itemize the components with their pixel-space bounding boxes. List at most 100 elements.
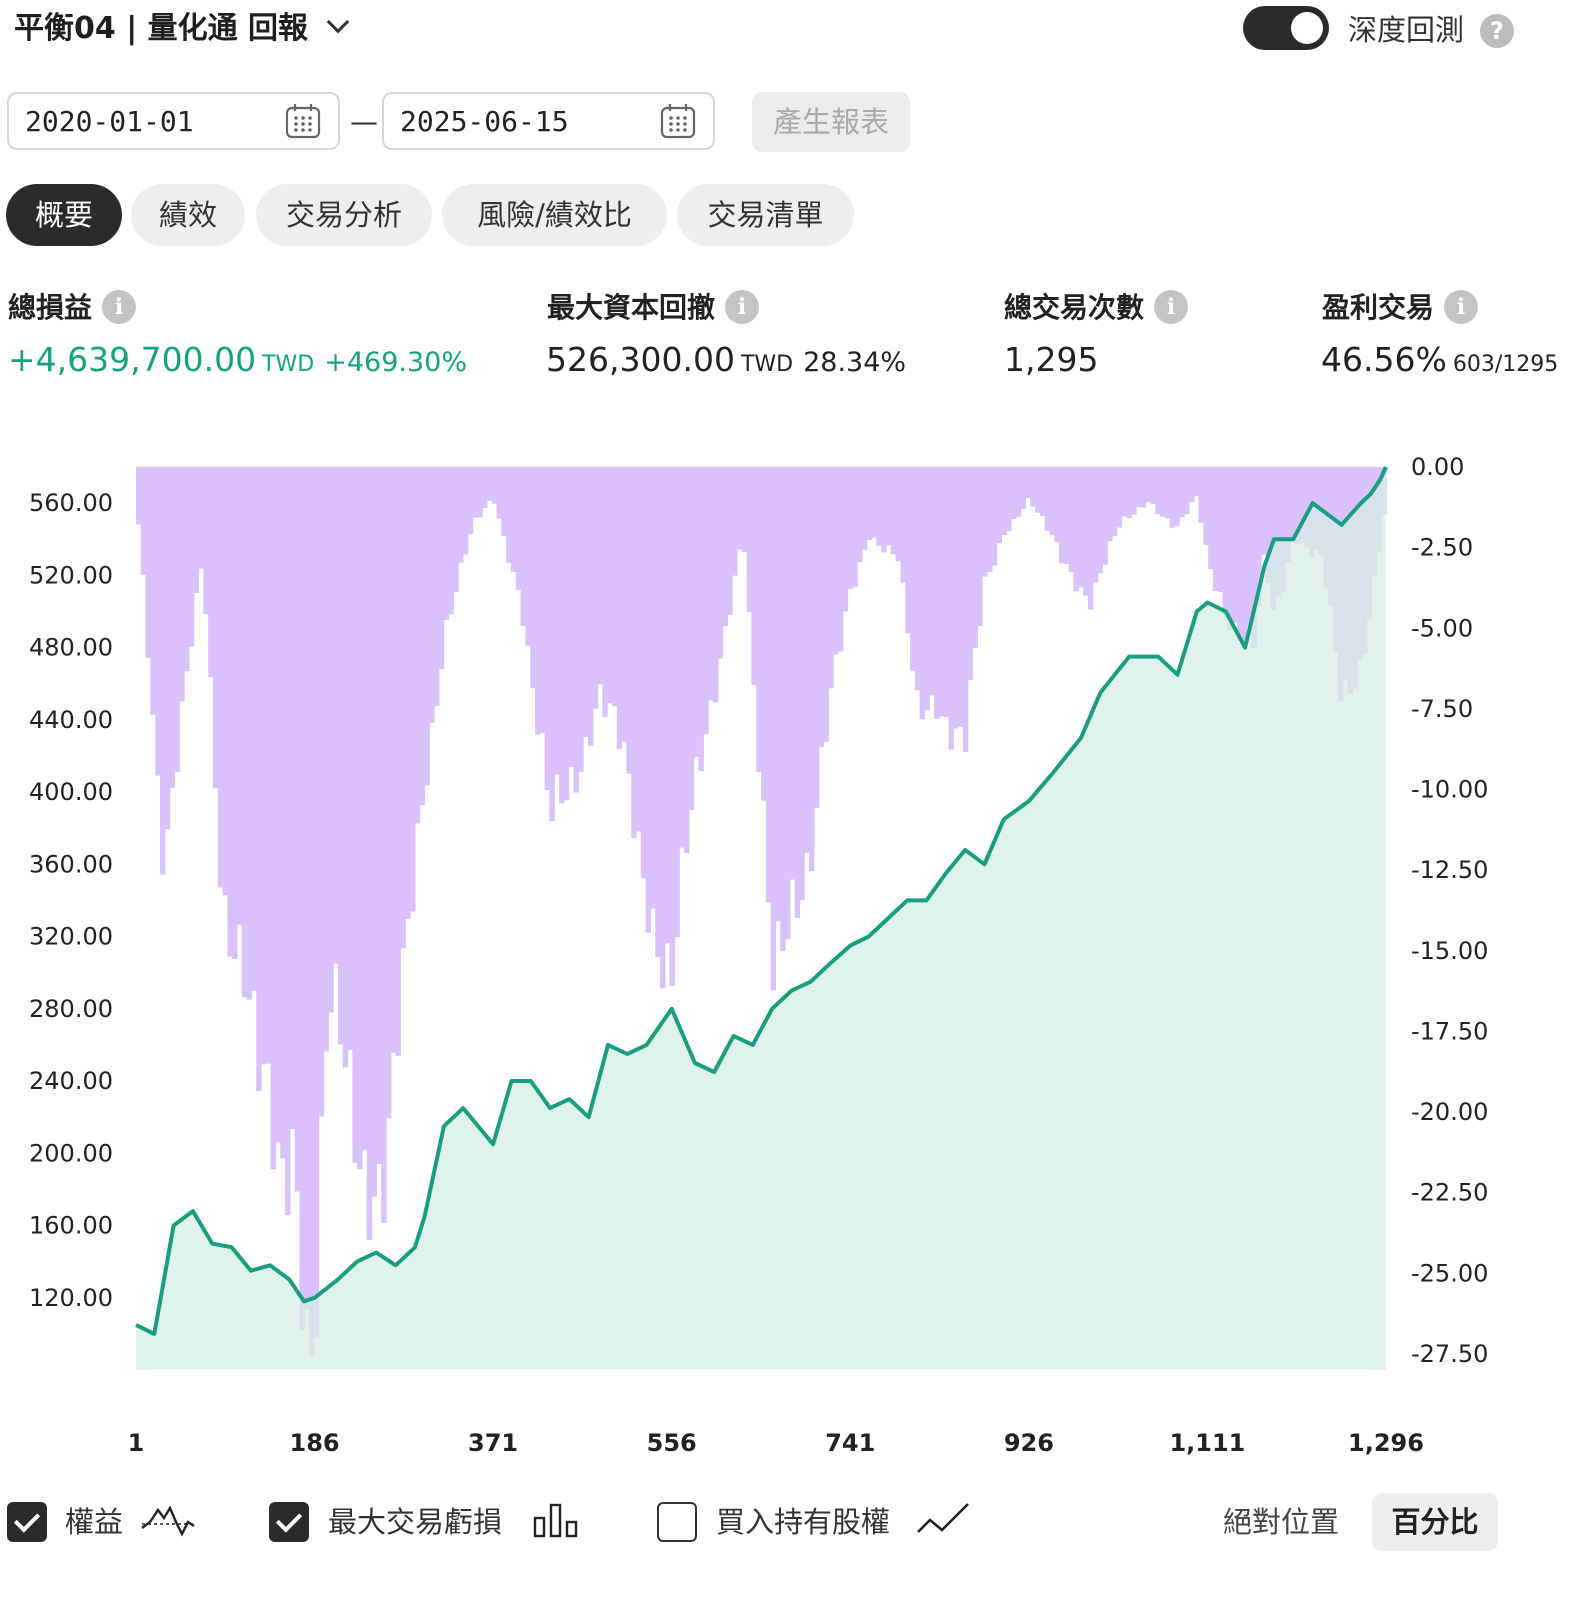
drawdown-bar — [804, 467, 810, 853]
drawdown-bar — [1261, 467, 1267, 555]
drawdown-bar — [626, 467, 632, 774]
y-right-tick-label: -25.00 — [1411, 1259, 1488, 1287]
info-icon[interactable]: i — [102, 290, 137, 324]
drawdown-bar — [1107, 467, 1113, 542]
y-left-tick-label: 360.00 — [29, 850, 113, 878]
drawdown-bar — [818, 467, 825, 748]
drawdown-bar — [977, 467, 983, 627]
drawdown-bar — [842, 467, 849, 612]
end-date-field[interactable]: 2025-06-15 — [382, 92, 715, 150]
drawdown-bar — [712, 467, 719, 703]
percent-button[interactable]: 百分比 — [1372, 1493, 1498, 1551]
equity-line — [135, 466, 1388, 1336]
drawdown-bar — [429, 467, 435, 723]
drawdown-bar — [770, 467, 777, 991]
drawdown-bar — [549, 467, 555, 822]
drawdown-bar — [1169, 467, 1176, 528]
drawdown-bar — [607, 467, 613, 704]
drawdown-bar — [876, 467, 882, 546]
tab-performance[interactable]: 績效 — [131, 184, 245, 246]
drawdown-bar — [511, 467, 517, 572]
drawdown-bar — [1280, 467, 1286, 592]
info-icon[interactable]: i — [725, 290, 760, 324]
drawdown-bars — [136, 467, 1387, 1356]
equity-points — [135, 466, 1387, 1334]
drawdown-bar — [486, 467, 493, 501]
drawdown-bar — [583, 467, 589, 737]
drawdown-bar — [184, 467, 190, 672]
drawdown-bar — [323, 467, 329, 1052]
drawdown-bar — [895, 467, 902, 562]
drawdown-bar — [693, 467, 700, 757]
drawdown-bar — [443, 467, 450, 620]
report-title: 平衡04 | 量化通 回報 — [14, 11, 309, 46]
drawdown-bar — [900, 467, 906, 583]
drawdown-bar — [669, 467, 676, 986]
drawdown-bar — [996, 467, 1002, 544]
drawdown-bar — [886, 467, 892, 546]
drawdown-bar — [650, 467, 656, 909]
tab-risk-ratio[interactable]: 風險/績效比 — [442, 184, 667, 246]
drawdown-bar — [746, 467, 752, 613]
drawdown-bar — [785, 467, 791, 940]
equity-checkbox[interactable] — [7, 1502, 47, 1542]
drawdown-bar — [212, 467, 219, 789]
drawdown-bar — [256, 467, 262, 1092]
buy-hold-checkbox[interactable] — [657, 1502, 697, 1542]
max-drawdown-label-group: 最大資本回撤 i — [547, 287, 760, 329]
drawdown-bar — [640, 467, 647, 879]
max-loss-checkbox[interactable] — [269, 1502, 309, 1542]
x-tick-label: 1 — [128, 1429, 145, 1457]
calendar-icon[interactable] — [659, 102, 697, 140]
calendar-icon[interactable] — [284, 102, 322, 140]
drawdown-bar — [150, 467, 156, 715]
trend-line-icon — [917, 1503, 969, 1533]
equity-drawdown-chart[interactable]: 560.00 520.00 480.00 440.00 400.00 360.00 320.… — [0, 440, 1584, 1480]
drawdown-bar — [400, 467, 406, 949]
drawdown-bar — [938, 467, 945, 717]
tab-trade-list[interactable]: 交易清單 — [677, 184, 854, 246]
info-icon[interactable]: i — [1444, 290, 1479, 324]
drawdown-bar — [1092, 467, 1099, 583]
start-date-value: 2020-01-01 — [25, 105, 194, 138]
drawdown-bar — [722, 467, 728, 627]
drawdown-bar — [1131, 467, 1137, 515]
drawdown-bar — [573, 467, 579, 793]
drawdown-bar — [217, 467, 224, 888]
drawdown-bar — [1294, 467, 1301, 545]
drawdown-bar — [568, 467, 575, 767]
drawdown-bar — [472, 467, 478, 518]
drawdown-bar — [794, 467, 801, 918]
x-axis: 1 186 371 556 741 926 1,111 1,296 — [128, 1429, 1424, 1457]
drawdown-bar — [1174, 467, 1180, 526]
drawdown-bar — [982, 467, 988, 577]
tab-overview[interactable]: 概要 — [6, 184, 122, 246]
drawdown-bar — [857, 467, 863, 563]
drawdown-bar — [578, 467, 584, 773]
info-icon[interactable]: i — [1154, 290, 1189, 324]
total-pnl-label: 總損益 — [8, 291, 93, 324]
drawdown-bar — [482, 467, 488, 509]
deep-backtest-toggle[interactable] — [1243, 6, 1329, 50]
drawdown-bar — [1011, 467, 1017, 520]
absolute-position-button[interactable]: 絕對位置 — [1222, 1505, 1339, 1539]
drawdown-bar — [294, 467, 301, 1192]
tab-trade-analysis[interactable]: 交易分析 — [256, 184, 432, 246]
help-icon[interactable]: ? — [1480, 14, 1514, 48]
drawdown-bar — [1063, 467, 1070, 565]
drawdown-bar — [1304, 467, 1310, 548]
x-tick-label: 1,111 — [1169, 1429, 1245, 1457]
drawdown-bar — [1251, 467, 1257, 649]
drawdown-bar — [761, 467, 767, 801]
y-axis-right: 0.00 -2.50 -5.00 -7.50 -10.00 -12.50 -15.00 -17… — [1411, 453, 1488, 1368]
drawdown-bar — [736, 467, 743, 550]
start-date-field[interactable]: 2020-01-01 — [7, 92, 340, 150]
generate-report-button[interactable]: 產生報表 — [752, 92, 910, 152]
report-title-dropdown[interactable]: 平衡04 | 量化通 回報 — [14, 4, 350, 54]
drawdown-bar — [1001, 467, 1007, 536]
drawdown-bar — [833, 467, 839, 655]
drawdown-bar — [251, 467, 257, 991]
drawdown-bar — [304, 467, 310, 1310]
drawdown-bar — [1020, 467, 1027, 509]
drawdown-bar — [765, 467, 772, 903]
